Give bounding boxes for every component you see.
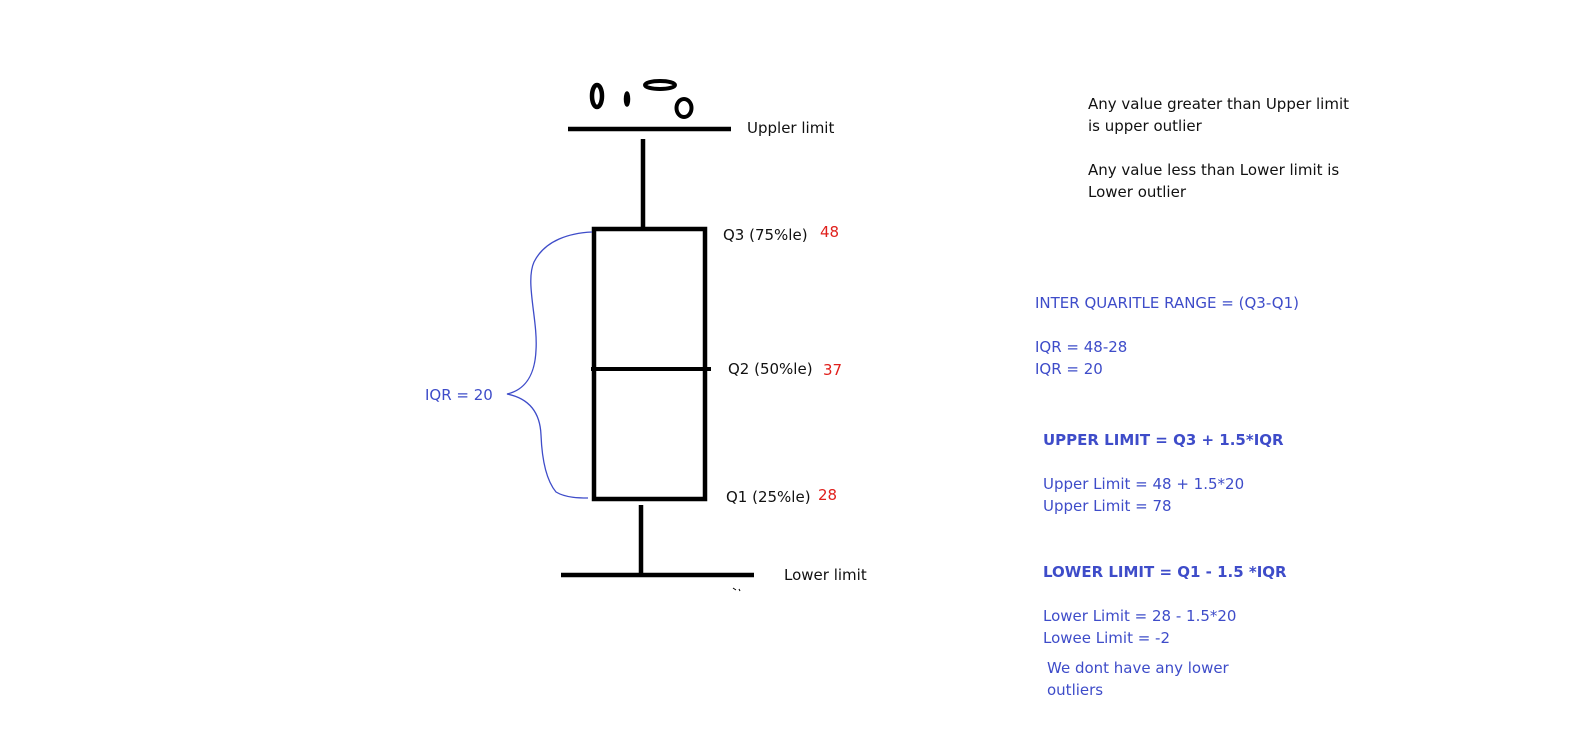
outlier-mark bbox=[674, 97, 694, 119]
upper-limit-label: Uppler limit bbox=[747, 119, 834, 137]
q3-label: Q3 (75%le) bbox=[723, 226, 808, 244]
iqr-step2: IQR = 20 bbox=[1035, 360, 1103, 378]
q3-value: 48 bbox=[820, 223, 839, 241]
outlier-marks bbox=[589, 79, 694, 119]
iqr-formula: INTER QUARITLE RANGE = (Q3-Q1) bbox=[1035, 294, 1299, 312]
outlier-mark bbox=[589, 82, 605, 110]
lower-limit-step2: Lowee Limit = -2 bbox=[1043, 629, 1170, 647]
q2-value: 37 bbox=[823, 361, 842, 379]
q1-label: Q1 (25%le) bbox=[726, 488, 811, 506]
lower-rule-line2: Lower outlier bbox=[1088, 183, 1187, 201]
upper-rule-line1: Any value greater than Upper limit bbox=[1088, 95, 1349, 113]
stray-mark bbox=[732, 587, 741, 592]
upper-limit-step2: Upper Limit = 78 bbox=[1043, 497, 1172, 515]
outlier-mark bbox=[643, 79, 677, 91]
upper-limit-formula: UPPER LIMIT = Q3 + 1.5*IQR bbox=[1043, 431, 1284, 449]
conclusion-line1: We dont have any lower bbox=[1047, 659, 1230, 677]
calculations: INTER QUARITLE RANGE = (Q3-Q1) IQR = 48-… bbox=[1035, 294, 1299, 699]
lower-limit-formula: LOWER LIMIT = Q1 - 1.5 *IQR bbox=[1043, 563, 1287, 581]
outlier-mark bbox=[623, 91, 631, 107]
iqr-box bbox=[591, 226, 708, 502]
q1-value: 28 bbox=[818, 486, 837, 504]
lower-limit-label: Lower limit bbox=[784, 566, 867, 584]
iqr-brace bbox=[506, 231, 593, 499]
lower-rule-line1: Any value less than Lower limit is bbox=[1088, 161, 1339, 179]
outlier-rules: Any value greater than Upper limit is up… bbox=[1088, 95, 1349, 201]
iqr-step1: IQR = 48-28 bbox=[1035, 338, 1127, 356]
upper-limit-step1: Upper Limit = 48 + 1.5*20 bbox=[1043, 475, 1244, 493]
lower-limit-step1: Lower Limit = 28 - 1.5*20 bbox=[1043, 607, 1236, 625]
iqr-label: IQR = 20 bbox=[425, 386, 493, 404]
conclusion-line2: outliers bbox=[1047, 681, 1103, 699]
q2-label: Q2 (50%le) bbox=[728, 360, 813, 378]
upper-rule-line2: is upper outlier bbox=[1088, 117, 1203, 135]
